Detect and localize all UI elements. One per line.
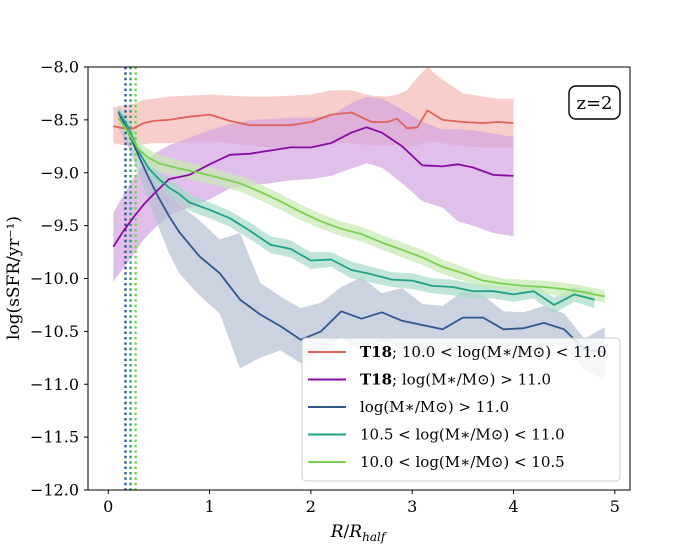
line-series-3 <box>117 112 605 354</box>
x-tick-label-2: 2 <box>306 497 316 516</box>
legend-frame <box>301 337 621 482</box>
line-series-2 <box>112 126 514 248</box>
legend: T18; 10.0 < log(M∗/M⊙) < 11.0 T18; log(M∗… <box>301 337 621 482</box>
legend-label-3: log(M∗/M⊙) > 11.0 <box>360 398 509 416</box>
series-lines <box>112 109 605 354</box>
y-axis-label: log(sSFR/yr⁻¹) <box>4 216 24 340</box>
band-series-5 <box>118 111 605 303</box>
y-tick-label-7: −8.5 <box>40 110 79 129</box>
y-tick-label-6: −9.0 <box>40 163 79 182</box>
line-series-1 <box>113 109 514 130</box>
band-series-3 <box>118 107 605 379</box>
x-tick-label-5: 5 <box>610 497 620 516</box>
legend-label-5: 10.0 < log(M∗/M⊙) < 10.5 <box>360 453 565 471</box>
axis-ticks: 0 1 2 3 4 5 −12.0 −11.5 −11.0 −10.5 −10.0 −9.5 −9.0 −… <box>30 58 620 517</box>
band-series-2 <box>113 96 514 282</box>
x-tick-label-4: 4 <box>508 497 518 516</box>
redshift-annotation: z=2 <box>568 85 621 120</box>
line-series-4 <box>117 110 595 306</box>
redshift-annotation-text: z=2 <box>576 93 612 114</box>
line-series-5 <box>117 117 605 298</box>
redshift-annotation-box <box>568 85 621 120</box>
y-tick-label-5: −9.5 <box>40 216 79 235</box>
y-tick-label-2: −11.0 <box>30 375 79 394</box>
y-tick-label-3: −10.5 <box>30 322 79 341</box>
x-tick-label-0: 0 <box>103 497 113 516</box>
y-tick-label-8: −8.0 <box>40 58 79 77</box>
x-axis-label: R/Rhalf <box>330 522 388 544</box>
legend-label-2: T18; log(M∗/M⊙) > 11.0 <box>360 371 551 389</box>
legend-label-4: 10.5 < log(M∗/M⊙) < 11.0 <box>360 426 565 444</box>
y-tick-label-1: −11.5 <box>30 428 79 447</box>
y-tick-label-0: −12.0 <box>30 481 79 500</box>
y-tick-label-4: −10.0 <box>30 269 79 288</box>
x-tick-label-1: 1 <box>204 497 214 516</box>
x-tick-label-3: 3 <box>407 497 417 516</box>
legend-label-1: T18; 10.0 < log(M∗/M⊙) < 11.0 <box>360 343 607 361</box>
